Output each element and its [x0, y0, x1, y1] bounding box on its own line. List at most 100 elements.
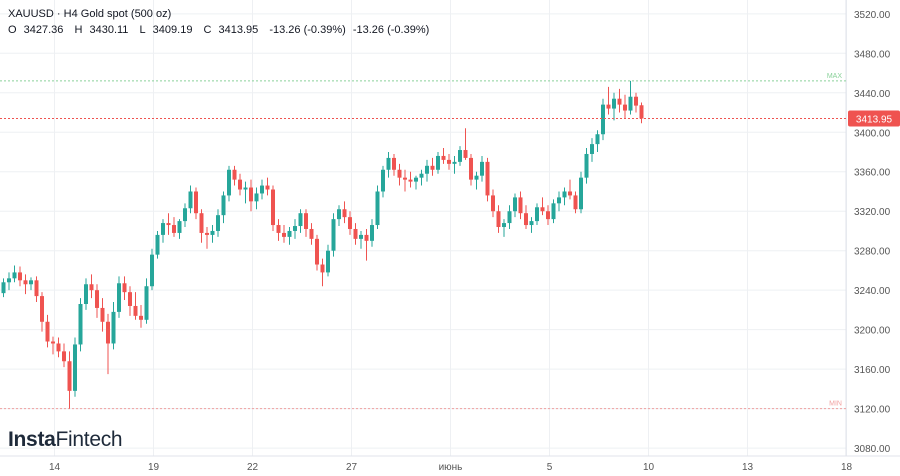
candle [287, 227, 292, 245]
candle-body [232, 169, 237, 180]
candle-body [309, 228, 314, 239]
candle-body [172, 225, 176, 233]
candle [392, 153, 396, 176]
candle-body [623, 104, 627, 111]
candle-body [562, 191, 567, 198]
candle-body [254, 193, 259, 202]
ohlc-low: L 3409.19 [139, 24, 193, 36]
candle-body [1, 282, 6, 294]
time-tick-label: 13 [742, 462, 754, 473]
candle [304, 209, 308, 237]
symbol-legend: XAUUSD · H4 Gold spot (500 oz) O 3427.36… [8, 6, 433, 38]
candle-body [117, 283, 121, 312]
candle [106, 313, 110, 375]
candle-body [62, 351, 66, 362]
candle-body [106, 321, 110, 344]
candle [150, 248, 154, 291]
candle-body [287, 230, 292, 237]
candle [425, 159, 429, 182]
candle [447, 153, 451, 170]
candle-body [276, 225, 281, 233]
candle [474, 171, 479, 190]
candle-body [546, 211, 550, 220]
candle-body [183, 208, 187, 222]
price-tick-label: 3280.00 [854, 247, 891, 258]
last-price-badge [848, 110, 900, 127]
candle [155, 230, 160, 259]
candle-body [249, 187, 253, 202]
candle-body [128, 292, 132, 306]
candle [265, 177, 270, 196]
ohlc-row: O 3427.36 H 3430.11 L 3409.19 C 3413.95 … [8, 22, 433, 38]
candle [249, 179, 253, 212]
candle-body [463, 150, 468, 158]
candle-body [260, 185, 264, 194]
candle-body [551, 203, 556, 220]
candle [386, 152, 391, 178]
candle-body [403, 177, 407, 180]
candle-body [573, 195, 578, 210]
candle-body [353, 228, 358, 239]
candle-body [210, 230, 215, 235]
candle [73, 337, 77, 397]
candle [419, 169, 424, 186]
candle [408, 171, 413, 188]
candle [414, 175, 418, 190]
candle-body [447, 159, 451, 164]
price-tick-label: 3440.00 [854, 89, 891, 100]
grid-lines [0, 0, 900, 457]
candle [45, 314, 50, 348]
candle [458, 146, 462, 166]
time-tick-label: 10 [643, 462, 655, 473]
time-tick-label: июнь [439, 462, 463, 473]
price-tick-label: 3120.00 [854, 405, 891, 416]
candle [595, 130, 600, 152]
candle [111, 302, 116, 350]
candle-body [221, 195, 226, 216]
candle [84, 278, 88, 310]
ohlc-change: -13.26 (-0.39%) [269, 24, 346, 36]
candle-body [634, 96, 638, 106]
candle-body [628, 96, 633, 111]
candle-body [216, 215, 220, 231]
timeframe: H4 [63, 8, 78, 20]
candle [309, 223, 314, 245]
candle-body [397, 169, 402, 178]
candle [216, 209, 220, 237]
candle-body [40, 296, 44, 322]
candle-body [513, 197, 517, 212]
instrument-name: Gold spot (500 oz) [80, 8, 172, 20]
candle [557, 191, 561, 212]
candle [535, 203, 539, 226]
price-tick-label: 3200.00 [854, 326, 891, 337]
time-tick-label: 27 [346, 462, 358, 473]
candle [381, 165, 385, 198]
candle [144, 278, 149, 324]
candle-body [491, 195, 495, 212]
candle [210, 225, 215, 243]
candle-body [496, 211, 501, 228]
price-axis[interactable]: 3080.00 3120.00 3160.00 3200.00 3240.00 3280.… [854, 10, 891, 455]
candle-body [606, 104, 611, 109]
candle-body [639, 105, 644, 119]
candle-body [238, 179, 242, 190]
candlestick-series [1, 80, 644, 409]
candle [243, 181, 248, 204]
ohlc-high: H 3430.11 [74, 24, 129, 36]
candle-body [326, 250, 330, 273]
candle [403, 169, 407, 192]
time-axis[interactable]: 14 19 22 27 июнь 5 10 13 18 [49, 462, 853, 473]
candle [89, 274, 94, 299]
candle [293, 219, 297, 239]
candle [568, 179, 572, 200]
candle-body [617, 98, 622, 105]
time-tick-label: 5 [547, 462, 553, 473]
price-tick-label: 3160.00 [854, 365, 891, 376]
candle [56, 337, 61, 358]
min-level-label: MIN [829, 401, 842, 408]
price-tick-label: 3480.00 [854, 49, 891, 60]
ohlc-open: O 3427.36 [8, 24, 64, 36]
candle-body [612, 98, 616, 109]
candle [254, 187, 259, 210]
